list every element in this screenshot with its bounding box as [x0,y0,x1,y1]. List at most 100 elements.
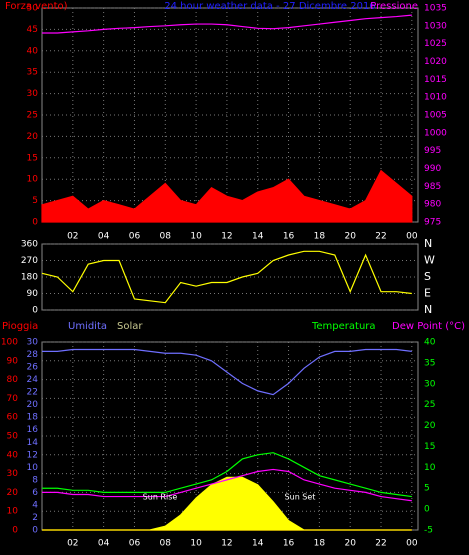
x-tick-label: 02 [67,232,78,242]
annotation: Sun Set [285,493,316,502]
x-tick-label: 10 [190,539,202,549]
y-tick-label: 1000 [424,128,447,138]
x-tick-label: 20 [344,232,356,242]
x-tick-label: 12 [221,539,232,549]
y-tick-label: 22 [27,388,38,398]
y-tick-label: -5 [424,526,433,536]
x-tick-label: 00 [406,539,418,549]
y-tick-label: 20 [424,421,436,431]
x-tick-label: 06 [129,232,141,242]
y-tick-label: 1035 [424,4,447,14]
y-tick-label: 1030 [424,21,447,31]
y-tick-label: 10 [27,175,39,185]
x-tick-label: 02 [67,539,78,549]
series-line [42,452,412,498]
y-tick-label: 270 [21,256,38,266]
y-tick-label: 985 [424,182,441,192]
y-tick-label: 995 [424,146,441,156]
y-tick-label: 15 [27,153,38,163]
y-tick-label: 5 [424,484,430,494]
y-tick-label: 2 [32,513,38,523]
y-tick-label: 20 [7,488,19,498]
y-tick-label: 10 [424,463,436,473]
y-tick-label: 90 [27,289,39,299]
y-tick-label: 6 [32,488,38,498]
legend-entry: Pioggia [2,321,38,332]
y-tick-label: 8 [32,475,38,485]
y-tick-label: 30 [7,469,19,479]
y-tick-label: 45 [27,25,38,35]
y-tick-label: 15 [424,442,435,452]
x-tick-label: 10 [190,232,202,242]
x-tick-label: 22 [375,539,386,549]
y-axis-label: Forza vento) [5,1,68,12]
y-tick-label: 30 [27,89,39,99]
y-tick-label: 1005 [424,111,447,121]
legend-entry: Temperatura [311,321,376,332]
x-tick-label: 06 [129,539,141,549]
y-tick-label: 25 [27,111,38,121]
y-tick-label: 990 [424,164,441,174]
series-line [41,250,412,304]
y-tick-label: 70 [7,394,19,404]
y-tick-label: 28 [27,350,39,360]
y2-axis-label: Pressione [370,1,418,12]
x-tick-label: 12 [221,232,232,242]
chart-title: 24 hour weather data - 27 Dicembre 2016 [164,1,375,12]
y-tick-label: 180 [21,273,38,283]
y-tick-label: 26 [27,363,39,373]
y-tick-label: 12 [27,450,38,460]
y-tick-label: 60 [7,413,19,423]
x-tick-label: 14 [252,232,264,242]
y-tick-label: 24 [27,375,39,385]
x-tick-label: 08 [160,539,172,549]
y-tick-label: 0 [32,526,38,536]
y-tick-label: 30 [27,338,39,348]
y-tick-label: S [424,270,431,283]
x-tick-label: 18 [314,539,326,549]
x-tick-label: 16 [283,232,295,242]
y-tick-label: 5 [32,196,38,206]
y-tick-label: 980 [424,200,441,210]
y-tick-label: 975 [424,218,441,228]
y-tick-label: 20 [27,132,39,142]
y-tick-label: N [424,303,432,316]
y-tick-label: 35 [424,358,435,368]
legend-entry: Solar [117,321,143,332]
x-tick-label: 14 [252,539,264,549]
series-line [42,14,412,34]
series-line [42,348,412,396]
y-tick-label: 0 [424,505,430,515]
x-tick-label: 16 [283,539,295,549]
y-tick-label: 0 [12,526,18,536]
y-tick-label: 16 [27,425,39,435]
x-tick-label: 20 [344,539,356,549]
y-tick-label: 0 [32,306,38,316]
y-tick-label: 90 [7,356,19,366]
y-tick-label: 10 [27,463,39,473]
x-tick-label: 04 [98,232,110,242]
y-tick-label: 14 [27,438,39,448]
series-line [42,468,412,502]
x-tick-label: 00 [406,232,418,242]
y-tick-label: 100 [1,338,18,348]
y-tick-label: N [424,237,432,250]
y-tick-label: 20 [27,400,39,410]
y-tick-label: 30 [424,379,436,389]
y-tick-label: 1010 [424,93,447,103]
y-tick-label: 10 [7,507,19,517]
y-tick-label: 40 [7,450,19,460]
series-area [41,169,413,223]
y-tick-label: W [424,254,435,267]
y-tick-label: 40 [424,338,436,348]
x-tick-label: 04 [98,539,110,549]
x-tick-label: 08 [160,232,172,242]
y-tick-label: 40 [27,46,39,56]
y-tick-label: 18 [27,413,39,423]
y-tick-label: 0 [32,218,38,228]
y-tick-label: 35 [27,68,38,78]
y-tick-label: 360 [21,240,38,250]
x-tick-label: 22 [375,232,386,242]
y-tick-label: 1015 [424,75,447,85]
